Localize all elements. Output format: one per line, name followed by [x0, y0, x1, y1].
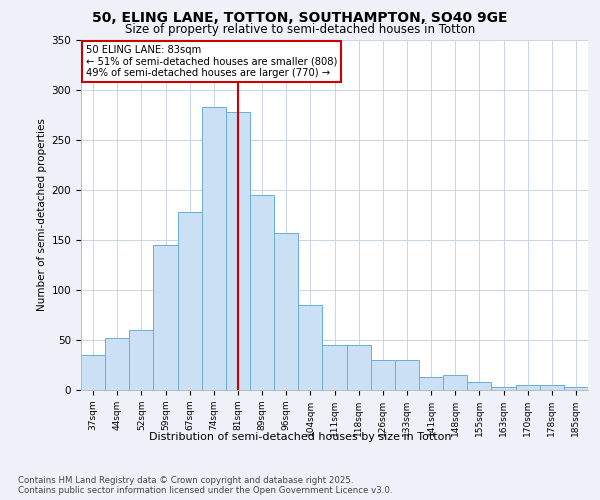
- Bar: [178, 212, 202, 390]
- Bar: [226, 112, 250, 390]
- Bar: [371, 360, 395, 390]
- Bar: [105, 338, 129, 390]
- Bar: [515, 385, 540, 390]
- Text: Size of property relative to semi-detached houses in Totton: Size of property relative to semi-detach…: [125, 22, 475, 36]
- Bar: [467, 382, 491, 390]
- Bar: [564, 387, 588, 390]
- Bar: [129, 330, 154, 390]
- Bar: [347, 345, 371, 390]
- Bar: [154, 245, 178, 390]
- Bar: [322, 345, 347, 390]
- Bar: [274, 233, 298, 390]
- Bar: [81, 355, 105, 390]
- Bar: [250, 195, 274, 390]
- Y-axis label: Number of semi-detached properties: Number of semi-detached properties: [37, 118, 47, 312]
- Bar: [443, 375, 467, 390]
- Bar: [202, 107, 226, 390]
- Bar: [419, 377, 443, 390]
- Bar: [491, 387, 515, 390]
- Bar: [395, 360, 419, 390]
- Text: Contains HM Land Registry data © Crown copyright and database right 2025.
Contai: Contains HM Land Registry data © Crown c…: [18, 476, 392, 495]
- Text: Distribution of semi-detached houses by size in Totton: Distribution of semi-detached houses by …: [149, 432, 451, 442]
- Bar: [298, 305, 322, 390]
- Text: 50, ELING LANE, TOTTON, SOUTHAMPTON, SO40 9GE: 50, ELING LANE, TOTTON, SOUTHAMPTON, SO4…: [92, 11, 508, 25]
- Bar: [540, 385, 564, 390]
- Text: 50 ELING LANE: 83sqm
← 51% of semi-detached houses are smaller (808)
49% of semi: 50 ELING LANE: 83sqm ← 51% of semi-detac…: [86, 46, 337, 78]
